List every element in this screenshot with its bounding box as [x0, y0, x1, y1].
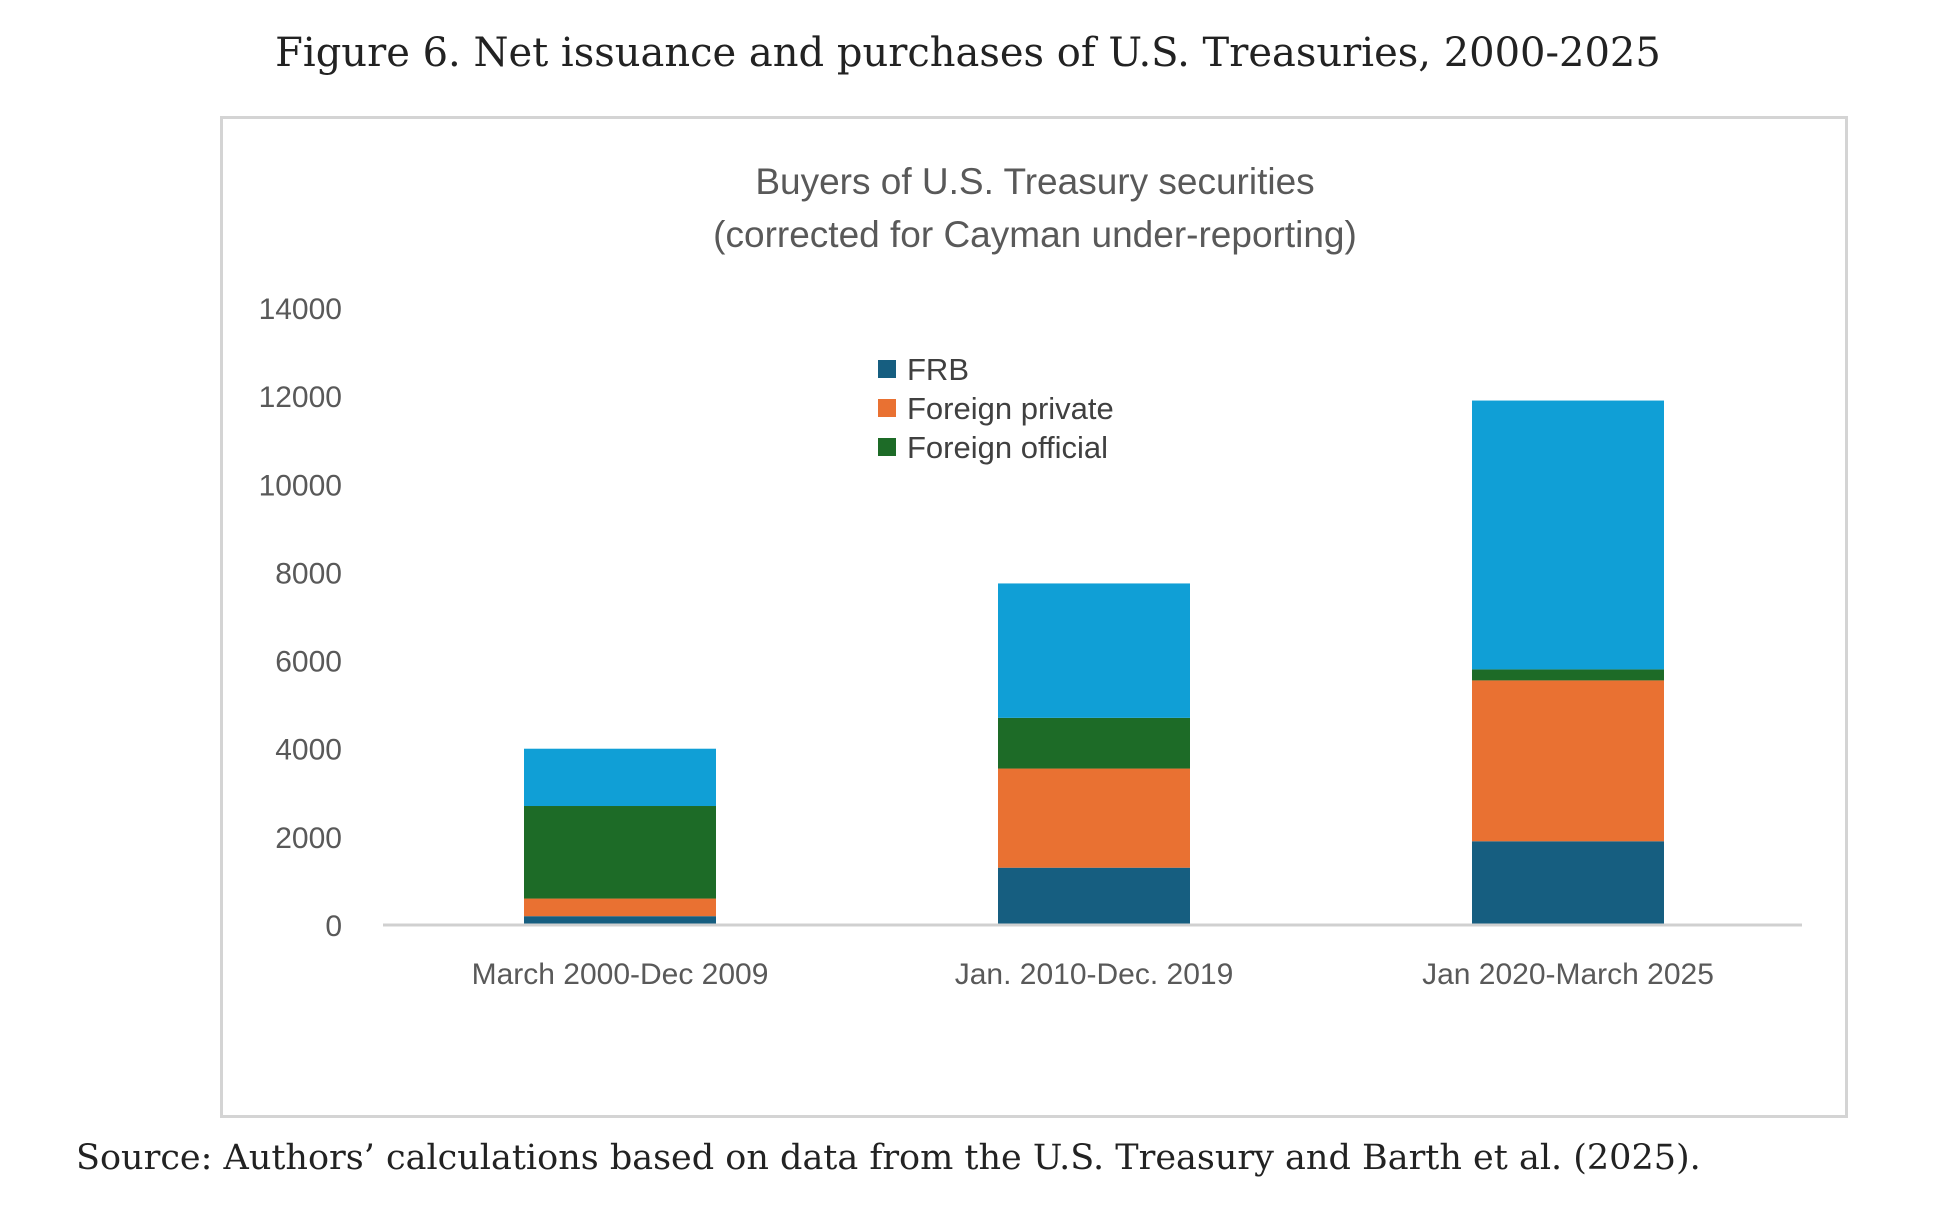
chart-title-line-2: (corrected for Cayman under-reporting) [713, 214, 1357, 255]
y-tick-label: 12000 [259, 381, 342, 414]
legend-label: Foreign official [907, 430, 1108, 465]
chart-frame: Buyers of U.S. Treasury securities (corr… [220, 116, 1848, 1118]
legend: FRB Foreign private Foreign official [878, 352, 1114, 465]
y-axis-ticks: 0 2000 4000 6000 8000 10000 12000 14000 [259, 293, 342, 943]
chart-title-line-1: Buyers of U.S. Treasury securities [755, 161, 1314, 202]
x-axis-ticks: March 2000-Dec 2009 Jan. 2010-Dec. 2019 Ja… [472, 958, 1714, 991]
legend-swatch [878, 360, 896, 378]
x-tick-label: Jan 2020-March 2025 [1422, 958, 1714, 991]
y-tick-label: 6000 [275, 646, 342, 679]
legend-label: FRB [907, 352, 969, 387]
y-tick-label: 14000 [259, 293, 342, 326]
y-tick-label: 8000 [275, 557, 342, 590]
bar-segment-1-1 [524, 916, 716, 925]
bar-segment-4-3 [1472, 400, 1664, 670]
x-tick-label: Jan. 2010-Dec. 2019 [955, 958, 1234, 991]
bar-segment-2-3 [1472, 680, 1664, 842]
legend-swatch [878, 399, 896, 417]
bar-segment-2-1 [524, 898, 716, 917]
bar-segment-3-2 [998, 717, 1190, 769]
bar-segment-1-3 [1472, 841, 1664, 925]
y-tick-label: 0 [325, 910, 342, 943]
bar-segment-3-3 [1472, 669, 1664, 681]
stacked-bar-chart: Buyers of U.S. Treasury securities (corr… [259, 161, 1802, 991]
legend-swatch [878, 438, 896, 456]
bar-segment-4-1 [524, 748, 716, 807]
bar-segment-1-2 [998, 867, 1190, 925]
bar-segment-4-2 [998, 583, 1190, 718]
x-tick-label: March 2000-Dec 2009 [472, 958, 769, 991]
figure-title: Figure 6. Net issuance and purchases of … [275, 30, 1661, 76]
y-tick-label: 4000 [275, 734, 342, 767]
bar-segment-3-1 [524, 806, 716, 899]
bars-group [524, 400, 1664, 925]
bar-segment-2-2 [998, 768, 1190, 868]
legend-label: Foreign private [907, 391, 1114, 426]
y-tick-label: 2000 [275, 822, 342, 855]
source-note: Source: Authors’ calculations based on d… [76, 1138, 1701, 1178]
y-tick-label: 10000 [259, 469, 342, 502]
